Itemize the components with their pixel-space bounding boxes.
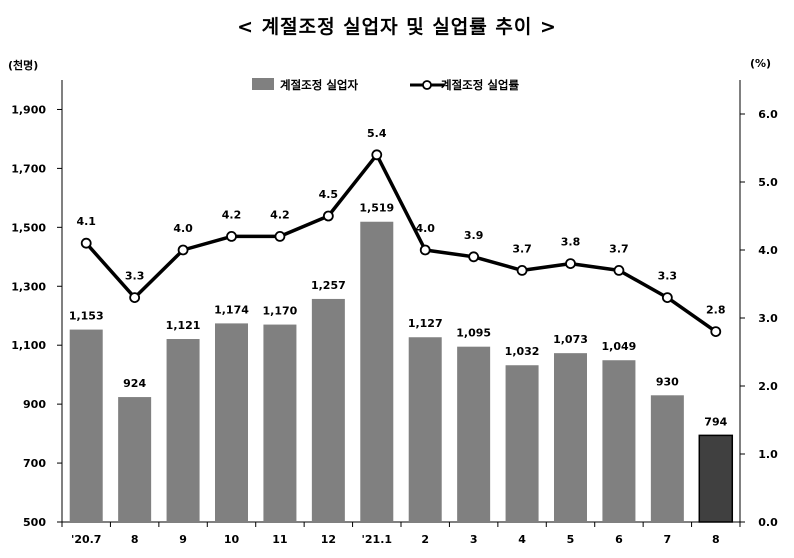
bar-data-label: 1,174 xyxy=(214,303,249,316)
x-axis-tick-label: 10 xyxy=(224,533,240,546)
line-data-label: 3.3 xyxy=(125,270,145,283)
x-axis-tick-label: '21.1 xyxy=(362,533,393,546)
line-point xyxy=(322,210,334,222)
line-data-label: 4.1 xyxy=(76,215,96,228)
line-point xyxy=(710,326,722,338)
x-axis-tick-label: 11 xyxy=(272,533,287,546)
line-point xyxy=(226,230,237,242)
right-axis-tick-label: 2.0 xyxy=(758,380,778,393)
x-axis-tick-label: 3 xyxy=(470,533,478,546)
x-axis-tick-label: 12 xyxy=(321,533,336,546)
left-axis-tick-label: 500 xyxy=(23,516,46,529)
left-axis-tick-label: 700 xyxy=(23,457,46,470)
right-axis-tick-label: 0.0 xyxy=(758,516,778,529)
bar xyxy=(457,346,491,522)
line-data-label: 4.2 xyxy=(222,208,242,221)
line-series xyxy=(84,153,717,334)
x-axis-tick-label: '20.7 xyxy=(71,533,102,546)
legend-line-label: 계절조정 실업률 xyxy=(441,78,519,92)
bar xyxy=(166,339,200,522)
x-axis-tick-label: 4 xyxy=(518,533,526,546)
line-point xyxy=(129,292,141,304)
bar xyxy=(215,323,248,522)
bar-data-label: 1,049 xyxy=(602,340,637,353)
bar-data-label: 1,121 xyxy=(166,319,201,332)
line-data-label: 4.2 xyxy=(270,208,290,221)
line-data-label: 3.9 xyxy=(464,229,484,242)
x-axis-tick-label: 2 xyxy=(421,533,429,546)
bar xyxy=(698,434,734,523)
left-axis-tick-label: 1,300 xyxy=(11,280,46,293)
bar xyxy=(263,324,297,522)
bar xyxy=(554,353,587,522)
bar xyxy=(360,221,394,522)
bar xyxy=(69,329,103,522)
bar-data-label: 930 xyxy=(656,375,679,388)
bar xyxy=(505,365,539,522)
x-axis-tick-label: 9 xyxy=(179,533,187,546)
bar xyxy=(311,298,345,522)
line-point xyxy=(516,264,528,276)
left-axis-tick-label: 1,500 xyxy=(11,221,46,234)
bar-data-label: 1,127 xyxy=(408,317,443,330)
bar-data-label: 1,519 xyxy=(359,202,394,215)
line-data-label: 4.5 xyxy=(319,188,339,201)
bar xyxy=(118,397,152,522)
legend-bar-label: 계절조정 실업자 xyxy=(280,78,358,92)
right-axis-tick-label: 5.0 xyxy=(758,176,778,189)
bar-data-label: 1,032 xyxy=(505,345,540,358)
x-axis-tick-label: 6 xyxy=(615,533,623,546)
left-axis-tick-label: 900 xyxy=(23,398,46,411)
right-axis-tick-label: 1.0 xyxy=(758,448,778,461)
right-axis-tick-label: 4.0 xyxy=(758,244,778,257)
legend-bar-swatch xyxy=(252,78,274,90)
left-axis-unit: (천명) xyxy=(8,59,39,72)
line-data-label: 3.7 xyxy=(609,242,629,255)
line-data-label: 4.0 xyxy=(415,222,435,235)
line-data-label: 3.3 xyxy=(658,270,678,283)
right-axis-tick-label: 6.0 xyxy=(758,108,778,121)
line-data-label: 3.7 xyxy=(512,242,532,255)
bar-data-label: 1,170 xyxy=(263,305,298,318)
line-data-label: 2.8 xyxy=(706,304,726,317)
line-data-label: 3.8 xyxy=(561,236,581,249)
bar xyxy=(408,337,442,522)
line-point xyxy=(419,244,431,256)
bar-data-label: 1,153 xyxy=(69,310,104,323)
bar xyxy=(602,360,636,522)
line-point xyxy=(274,230,286,242)
line-point xyxy=(177,244,189,256)
right-axis-unit: (%) xyxy=(750,57,772,70)
line-point xyxy=(468,251,480,263)
line-point xyxy=(661,292,673,304)
line-point xyxy=(371,149,383,161)
right-axis-tick-label: 3.0 xyxy=(758,312,778,325)
left-axis-tick-label: 1,700 xyxy=(11,162,46,175)
x-axis-tick-label: 5 xyxy=(567,533,575,546)
chart-title: < 계절조정 실업자 및 실업률 추이 > xyxy=(237,16,557,38)
x-axis-tick-label: 8 xyxy=(131,533,139,546)
bar xyxy=(650,395,684,522)
line-data-label: 4.0 xyxy=(173,222,193,235)
bar-data-label: 794 xyxy=(704,415,727,428)
bar-data-label: 1,095 xyxy=(456,327,491,340)
x-axis-tick-label: 8 xyxy=(712,533,720,546)
bar-data-label: 1,073 xyxy=(553,333,588,346)
legend-line-marker xyxy=(422,80,432,90)
bar-data-label: 1,257 xyxy=(311,279,346,292)
line-point xyxy=(80,237,92,249)
line-data-label: 5.4 xyxy=(367,127,387,140)
line-point xyxy=(613,264,625,276)
left-axis-tick-label: 1,100 xyxy=(11,339,46,352)
bar-data-label: 924 xyxy=(123,377,146,390)
left-axis-tick-label: 1,900 xyxy=(11,103,46,116)
line-point xyxy=(565,258,576,270)
x-axis-tick-label: 7 xyxy=(664,533,672,546)
